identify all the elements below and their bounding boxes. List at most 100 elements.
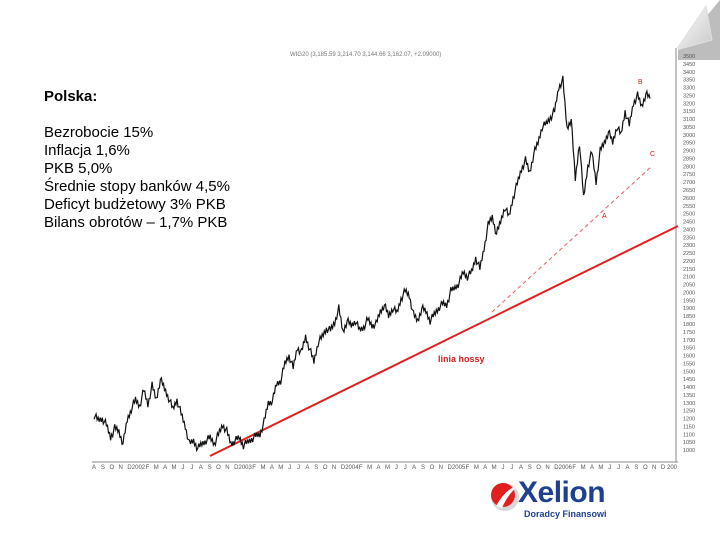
annotation-a: A	[602, 213, 607, 220]
x-tick-label: D	[234, 465, 239, 471]
x-tick-label: A	[626, 465, 630, 471]
y-tick-label: 2050	[683, 283, 695, 289]
y-tick-label: 2300	[683, 243, 695, 249]
x-tick-label: F	[466, 465, 470, 471]
y-tick-label: 3200	[683, 101, 695, 107]
x-tick-label: J	[617, 465, 620, 471]
x-tick-label: M	[154, 465, 159, 471]
xelion-logo-subtitle: Doradcy Finansowi	[524, 509, 607, 519]
y-tick-label: 2650	[683, 188, 695, 194]
x-tick-label: J	[181, 465, 184, 471]
info-line-current-account: Bilans obrotów – 1,7% PKB	[44, 214, 228, 231]
x-tick-label: J	[297, 465, 300, 471]
x-tick-label: S	[421, 465, 425, 471]
y-tick-label: 1600	[683, 354, 695, 360]
y-tick-label: 1200	[683, 417, 695, 423]
x-tick-label: O	[643, 465, 648, 471]
x-tick-label: 2004	[345, 465, 359, 471]
y-tick-label: 3050	[683, 125, 695, 131]
x-tick-label: J	[395, 465, 398, 471]
x-tick-label: A	[412, 465, 416, 471]
y-tick-label: 3000	[683, 133, 695, 139]
x-tick-label: O	[536, 465, 541, 471]
y-tick-label: 1850	[683, 314, 695, 320]
x-tick-label: J	[510, 465, 513, 471]
x-tick-label: O	[216, 465, 221, 471]
y-tick-label: 1150	[683, 424, 695, 430]
y-tick-label: 2950	[683, 141, 695, 147]
x-tick-label: A	[305, 465, 309, 471]
x-tick-label: M	[598, 465, 603, 471]
x-tick-label: S	[101, 465, 105, 471]
x-tick-label: S	[528, 465, 532, 471]
x-tick-label: N	[439, 465, 443, 471]
y-tick-label: 1000	[683, 448, 695, 454]
annotation-linia-hossy: linia hossy	[438, 354, 485, 364]
y-tick-label: 1700	[683, 338, 695, 344]
info-line-interest-rates: Średnie stopy banków 4,5%	[44, 178, 230, 195]
page-curl-decoration	[670, 0, 720, 60]
x-tick-label: A	[483, 465, 487, 471]
x-tick-label: 2005	[452, 465, 466, 471]
x-tick-label: 2003	[238, 465, 252, 471]
y-tick-label: 1500	[683, 369, 695, 375]
y-tick-label: 1350	[683, 393, 695, 399]
x-tick-label: 2006	[559, 465, 573, 471]
x-tick-label: F	[572, 465, 576, 471]
x-tick-label: D	[341, 465, 346, 471]
wig20-price-line	[93, 75, 651, 453]
y-tick-label: 3350	[683, 78, 695, 84]
y-tick-label: 2900	[683, 149, 695, 155]
chart-header-text: WIG20 (3,185.59 3,214.70 3,144.66 3,162.…	[290, 52, 441, 58]
xelion-logo: Xelion Doradcy Finansowi	[488, 476, 608, 522]
x-tick-label: A	[92, 465, 96, 471]
y-tick-label: 2100	[683, 275, 695, 281]
support-line-a	[491, 165, 653, 313]
y-tick-label: 1050	[683, 440, 695, 446]
x-tick-label: A	[270, 465, 274, 471]
y-tick-label: 2600	[683, 196, 695, 202]
x-tick-label: M	[172, 465, 177, 471]
x-tick-label: M	[260, 465, 265, 471]
y-tick-label: 1950	[683, 298, 695, 304]
annotation-c: C	[650, 151, 655, 158]
y-tick-label: 1550	[683, 361, 695, 367]
x-tick-label: F	[252, 465, 256, 471]
x-tick-label: M	[581, 465, 586, 471]
x-tick-label: J	[190, 465, 193, 471]
x-tick-label: A	[199, 465, 203, 471]
y-tick-label: 1300	[683, 401, 695, 407]
y-tick-label: 2800	[683, 164, 695, 170]
y-tick-label: 1800	[683, 322, 695, 328]
x-tick-label: 2002	[132, 465, 146, 471]
y-tick-label: 3300	[683, 86, 695, 92]
x-tick-label: N	[545, 465, 549, 471]
x-tick-label: M	[385, 465, 390, 471]
y-tick-label: 3450	[683, 62, 695, 68]
info-line-gdp: PKB 5,0%	[44, 160, 113, 177]
y-tick-label: 3400	[683, 70, 695, 76]
x-tick-label: D	[554, 465, 559, 471]
x-tick-label: M	[492, 465, 497, 471]
x-tick-label: D	[448, 465, 453, 471]
x-tick-label: F	[146, 465, 150, 471]
x-tick-label: A	[163, 465, 167, 471]
x-tick-label: O	[323, 465, 328, 471]
x-tick-label: N	[225, 465, 229, 471]
y-tick-label: 3150	[683, 109, 695, 115]
y-tick-label: 1100	[683, 432, 695, 438]
xelion-logo-icon	[491, 483, 519, 511]
x-tick-label: S	[634, 465, 638, 471]
x-tick-label: O	[430, 465, 435, 471]
y-tick-label: 2450	[683, 220, 695, 226]
x-tick-label: F	[359, 465, 363, 471]
y-tick-label: 2350	[683, 235, 695, 241]
y-tick-label: 2400	[683, 227, 695, 233]
x-tick-label: A	[519, 465, 523, 471]
y-tick-label: 1450	[683, 377, 695, 383]
annotation-b: B	[638, 79, 643, 86]
x-tick-label: S	[314, 465, 318, 471]
x-tick-label: D	[661, 465, 666, 471]
y-tick-label: 3250	[683, 93, 695, 99]
